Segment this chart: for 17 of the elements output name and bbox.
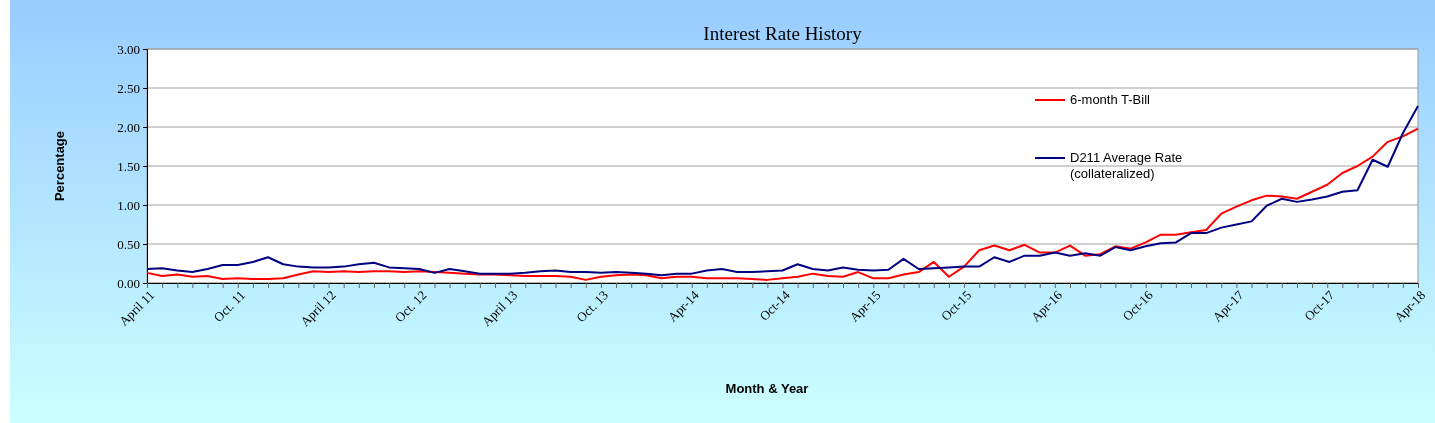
x-tick-label: Oct. 13 (573, 287, 612, 326)
chart-title: Interest Rate History (703, 23, 863, 44)
y-tick-label: 2.50 (117, 80, 140, 96)
y-axis-title: Percentage (52, 130, 67, 202)
x-axis-title: Month & Year (725, 381, 809, 396)
y-tick-label: 0.00 (117, 275, 140, 291)
line-series (146, 104, 1419, 277)
y-tick-label: 0.50 (117, 236, 140, 252)
y-tick-label: 3.00 (117, 41, 140, 57)
x-tick-label: Oct. 11 (210, 287, 248, 325)
legend-label: 6-month T-Bill (1070, 92, 1151, 107)
line-series (146, 127, 1419, 281)
y-tick-label: 1.50 (117, 158, 140, 174)
legend-label: D211 Average Rate (collateralized) (1070, 150, 1183, 181)
y-tick-label: 2.00 (117, 119, 140, 135)
y-tick-label: 1.00 (117, 197, 140, 213)
x-tick-label: Oct. 12 (391, 287, 430, 326)
